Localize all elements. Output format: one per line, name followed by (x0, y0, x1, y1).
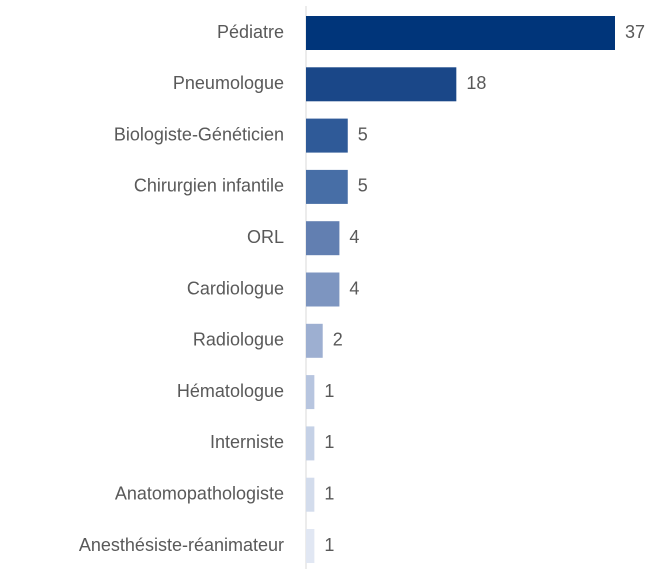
value-label: 1 (324, 381, 334, 401)
value-label: 2 (333, 330, 343, 350)
bar (306, 477, 315, 512)
category-label: Pneumologue (173, 73, 284, 93)
category-label: Hématologue (177, 381, 284, 401)
category-label: Chirurgien infantile (134, 176, 284, 196)
category-label: Anesthésiste-réanimateur (79, 535, 284, 555)
value-label: 1 (324, 432, 334, 452)
value-label: 1 (324, 483, 334, 503)
bar (306, 118, 348, 153)
bar (306, 272, 340, 307)
bar (306, 169, 348, 204)
bar (306, 323, 323, 358)
bar (306, 426, 315, 461)
value-label: 5 (358, 176, 368, 196)
value-label: 4 (349, 227, 359, 247)
category-label: Cardiologue (187, 278, 284, 298)
bar (306, 221, 340, 256)
category-label: Radiologue (193, 330, 284, 350)
value-label: 5 (358, 124, 368, 144)
value-label: 1 (324, 535, 334, 555)
category-label: Biologiste-Généticien (114, 124, 284, 144)
value-label: 18 (466, 73, 486, 93)
bar (306, 67, 457, 102)
bar (306, 529, 315, 563)
category-label: Pédiatre (217, 22, 284, 42)
bar (306, 375, 315, 410)
category-label: ORL (247, 227, 284, 247)
value-label: 37 (625, 22, 645, 42)
bar (306, 16, 615, 50)
category-label: Interniste (210, 432, 284, 452)
category-label: Anatomopathologiste (115, 483, 284, 503)
value-label: 4 (349, 278, 359, 298)
